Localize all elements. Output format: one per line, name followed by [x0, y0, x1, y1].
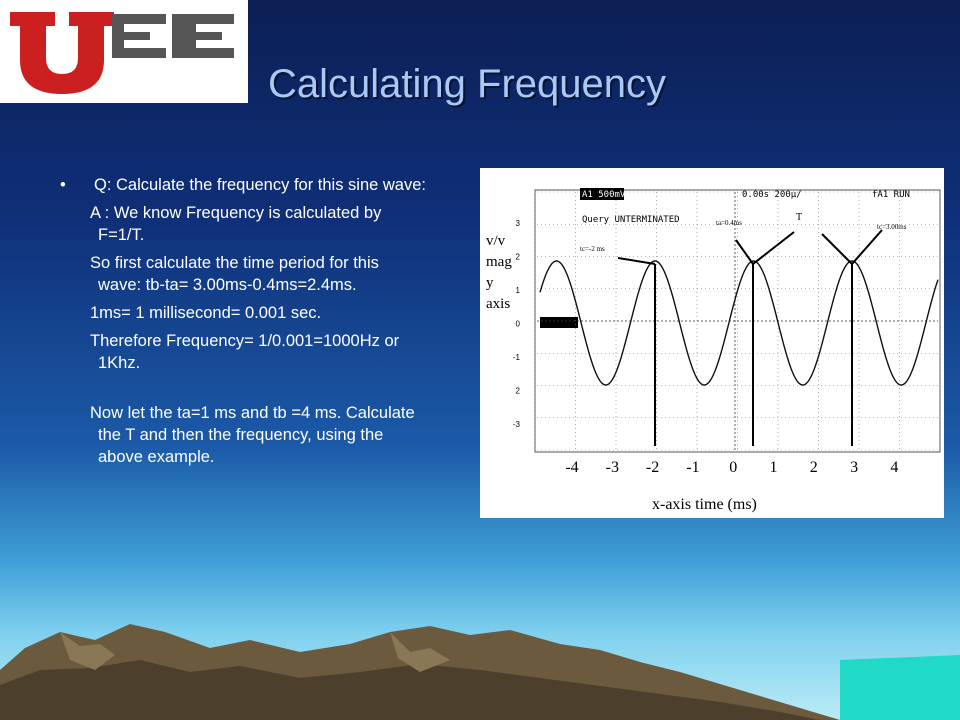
x-tick: -2	[646, 459, 659, 476]
y-side-label-word: axis	[486, 296, 510, 312]
channel-box	[580, 188, 624, 200]
y-tick: -3	[513, 420, 521, 429]
scope-query: Query UNTERMINATED	[582, 215, 680, 225]
period-line-1: So first calculate the time period for t…	[90, 254, 379, 272]
x-tick: -3	[606, 459, 619, 476]
T-pointer-left	[752, 231, 795, 265]
T-pointer-right	[821, 233, 853, 265]
period-line-2: wave: tb-ta= 3.00ms-0.4ms=2.4ms.	[98, 276, 357, 294]
mountain-landscape	[0, 624, 960, 720]
sine-wave-trace	[539, 260, 939, 386]
ground-marker	[540, 317, 578, 328]
y-side-label-word: y	[486, 275, 494, 291]
y-tick: 2	[516, 387, 521, 396]
x-tick-labels: -4 -3 -2 -1 0 1 2 3 4	[565, 459, 898, 476]
y-tick: 1	[516, 286, 521, 295]
period-annotations	[617, 229, 883, 446]
ta-pointer	[735, 239, 754, 265]
y-side-label: v/v mag y axis	[486, 233, 512, 312]
question-text: Q: Calculate the frequency for this sine…	[94, 176, 426, 194]
exercise-line-2: the T and then the frequency, using the	[98, 426, 384, 444]
x-tick: 4	[890, 459, 898, 476]
oscilloscope-figure: A1 500mV 0.00s 200µ/ fA1 RUN Query UNTER…	[480, 168, 944, 518]
x-tick: -4	[565, 459, 578, 476]
university-logo	[0, 0, 248, 103]
y-tick: 3	[516, 219, 521, 228]
scope-channel: A1 500mV	[582, 190, 626, 200]
slide-title: Calculating Frequency	[268, 62, 666, 106]
ms-para: 1ms= 1 millisecond= 0.001 sec.	[60, 302, 465, 324]
y-tick: 2	[516, 253, 521, 262]
bullet-dot-icon: •	[60, 176, 66, 194]
answer-para: A : We know Frequency is calculated by F…	[60, 202, 465, 246]
ms-line: 1ms= 1 millisecond= 0.001 sec.	[90, 304, 322, 322]
scope-status: fA1 RUN	[872, 190, 910, 200]
sine-wave-graph: A1 500mV 0.00s 200µ/ fA1 RUN Query UNTER…	[486, 188, 941, 513]
y-side-label-word: mag	[486, 254, 512, 270]
ece-logo-icon	[10, 12, 234, 94]
x-tick: -1	[686, 459, 699, 476]
slide-body: • Q: Calculate the frequency for this si…	[60, 174, 465, 468]
frequency-para: Therefore Frequency= 1/0.001=1000Hz or 1…	[60, 330, 465, 374]
frequency-line-2: 1Khz.	[98, 354, 141, 372]
left-pointer	[617, 257, 656, 265]
exercise-para: Now let the ta=1 ms and tb =4 ms. Calcul…	[60, 402, 465, 468]
x-tick: 0	[729, 459, 737, 476]
marker-ta: ta=0.4ms	[716, 219, 742, 227]
marker-tc: tc=3.00ms	[877, 223, 907, 231]
y-tick: 0	[516, 320, 521, 329]
y-side-label-word: v/v	[486, 233, 506, 249]
answer-line-1: A : We know Frequency is calculated by	[90, 204, 382, 222]
x-tick: 1	[770, 459, 778, 476]
exercise-line-3: above example.	[98, 448, 215, 466]
y-tick: -1	[513, 353, 521, 362]
marker-left: tc=-2 ms	[580, 245, 605, 253]
answer-line-2: F=1/T.	[98, 226, 145, 244]
frequency-line-1: Therefore Frequency= 1/0.001=1000Hz or	[90, 332, 400, 350]
marker-T: T	[796, 212, 802, 223]
bullet-question: • Q: Calculate the frequency for this si…	[60, 174, 465, 196]
scope-grid	[534, 191, 941, 451]
period-para: So first calculate the time period for t…	[60, 252, 465, 296]
x-tick: 2	[810, 459, 818, 476]
y-tick-labels: 3 2 1 0 -1 2 -3	[513, 219, 521, 429]
tc-pointer	[851, 229, 883, 265]
scope-timebase: 0.00s 200µ/	[742, 190, 802, 200]
exercise-line-1: Now let the ta=1 ms and tb =4 ms. Calcul…	[90, 404, 415, 422]
x-axis-label: x-axis time (ms)	[652, 496, 757, 513]
x-tick: 3	[850, 459, 858, 476]
